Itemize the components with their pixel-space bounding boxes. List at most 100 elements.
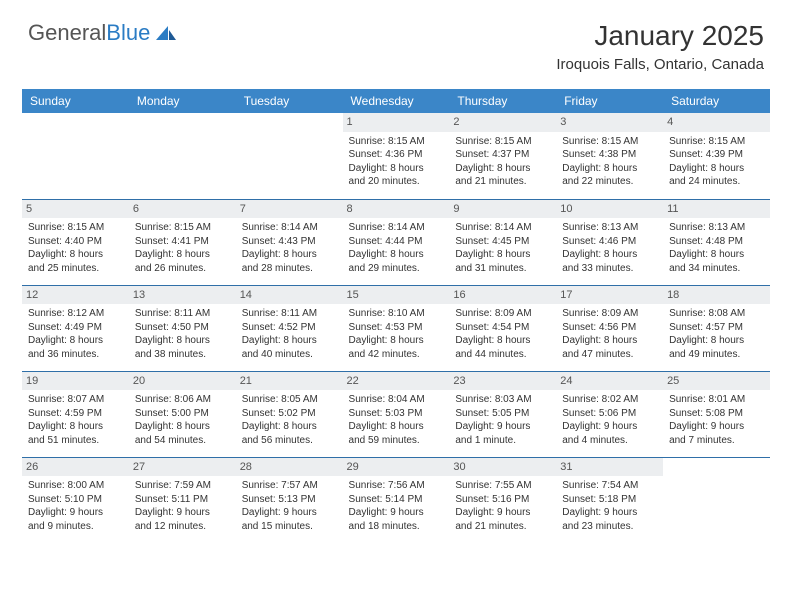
day-header: Sunday xyxy=(22,89,129,113)
calendar-cell: 30Sunrise: 7:55 AMSunset: 5:16 PMDayligh… xyxy=(449,457,556,543)
sunset-text: Sunset: 4:38 PM xyxy=(562,148,657,162)
day-number: 19 xyxy=(22,372,129,391)
header: GeneralBlue January 2025 Iroquois Falls,… xyxy=(0,0,792,81)
daylight-text: Daylight: 8 hours xyxy=(455,248,550,262)
daylight-text: Daylight: 8 hours xyxy=(669,334,764,348)
sunset-text: Sunset: 5:02 PM xyxy=(242,407,337,421)
calendar-cell: 31Sunrise: 7:54 AMSunset: 5:18 PMDayligh… xyxy=(556,457,663,543)
sunset-text: Sunset: 4:50 PM xyxy=(135,321,230,335)
calendar-cell: 17Sunrise: 8:09 AMSunset: 4:56 PMDayligh… xyxy=(556,285,663,371)
day-number: 5 xyxy=(22,200,129,219)
daylight-text: and 29 minutes. xyxy=(349,262,444,276)
calendar-cell xyxy=(663,457,770,543)
calendar-cell: 7Sunrise: 8:14 AMSunset: 4:43 PMDaylight… xyxy=(236,199,343,285)
daylight-text: Daylight: 8 hours xyxy=(349,248,444,262)
calendar-cell: 8Sunrise: 8:14 AMSunset: 4:44 PMDaylight… xyxy=(343,199,450,285)
logo: GeneralBlue xyxy=(28,20,178,46)
calendar-cell: 18Sunrise: 8:08 AMSunset: 4:57 PMDayligh… xyxy=(663,285,770,371)
sunrise-text: Sunrise: 8:15 AM xyxy=(349,135,444,149)
day-number: 14 xyxy=(236,286,343,305)
sunrise-text: Sunrise: 8:15 AM xyxy=(28,221,123,235)
sunset-text: Sunset: 4:43 PM xyxy=(242,235,337,249)
sunset-text: Sunset: 4:36 PM xyxy=(349,148,444,162)
sunset-text: Sunset: 4:53 PM xyxy=(349,321,444,335)
day-number: 25 xyxy=(663,372,770,391)
daylight-text: and 12 minutes. xyxy=(135,520,230,534)
daylight-text: and 51 minutes. xyxy=(28,434,123,448)
daylight-text: Daylight: 8 hours xyxy=(135,334,230,348)
sunset-text: Sunset: 4:52 PM xyxy=(242,321,337,335)
daylight-text: and 20 minutes. xyxy=(349,175,444,189)
day-number: 10 xyxy=(556,200,663,219)
sunset-text: Sunset: 4:46 PM xyxy=(562,235,657,249)
daylight-text: Daylight: 9 hours xyxy=(455,420,550,434)
daylight-text: and 33 minutes. xyxy=(562,262,657,276)
calendar-row: 1Sunrise: 8:15 AMSunset: 4:36 PMDaylight… xyxy=(22,113,770,199)
daylight-text: Daylight: 8 hours xyxy=(349,162,444,176)
calendar-row: 26Sunrise: 8:00 AMSunset: 5:10 PMDayligh… xyxy=(22,457,770,543)
sunrise-text: Sunrise: 8:11 AM xyxy=(135,307,230,321)
sunrise-text: Sunrise: 8:15 AM xyxy=(135,221,230,235)
sunrise-text: Sunrise: 7:54 AM xyxy=(562,479,657,493)
daylight-text: Daylight: 9 hours xyxy=(242,506,337,520)
sunrise-text: Sunrise: 7:55 AM xyxy=(455,479,550,493)
daylight-text: Daylight: 8 hours xyxy=(455,162,550,176)
day-number: 3 xyxy=(556,113,663,132)
daylight-text: and 4 minutes. xyxy=(562,434,657,448)
sunset-text: Sunset: 5:08 PM xyxy=(669,407,764,421)
daylight-text: and 26 minutes. xyxy=(135,262,230,276)
day-number: 13 xyxy=(129,286,236,305)
calendar-cell: 10Sunrise: 8:13 AMSunset: 4:46 PMDayligh… xyxy=(556,199,663,285)
sunset-text: Sunset: 4:40 PM xyxy=(28,235,123,249)
calendar-table: Sunday Monday Tuesday Wednesday Thursday… xyxy=(22,89,770,543)
day-number: 2 xyxy=(449,113,556,132)
daylight-text: and 21 minutes. xyxy=(455,175,550,189)
sunset-text: Sunset: 5:16 PM xyxy=(455,493,550,507)
calendar-cell: 16Sunrise: 8:09 AMSunset: 4:54 PMDayligh… xyxy=(449,285,556,371)
calendar-cell: 4Sunrise: 8:15 AMSunset: 4:39 PMDaylight… xyxy=(663,113,770,199)
day-number: 20 xyxy=(129,372,236,391)
sunset-text: Sunset: 4:54 PM xyxy=(455,321,550,335)
sunrise-text: Sunrise: 8:04 AM xyxy=(349,393,444,407)
day-number: 24 xyxy=(556,372,663,391)
calendar-cell: 22Sunrise: 8:04 AMSunset: 5:03 PMDayligh… xyxy=(343,371,450,457)
calendar-cell: 25Sunrise: 8:01 AMSunset: 5:08 PMDayligh… xyxy=(663,371,770,457)
sunset-text: Sunset: 4:48 PM xyxy=(669,235,764,249)
calendar-cell: 20Sunrise: 8:06 AMSunset: 5:00 PMDayligh… xyxy=(129,371,236,457)
sunrise-text: Sunrise: 8:14 AM xyxy=(242,221,337,235)
title-block: January 2025 Iroquois Falls, Ontario, Ca… xyxy=(556,20,764,73)
calendar-cell: 19Sunrise: 8:07 AMSunset: 4:59 PMDayligh… xyxy=(22,371,129,457)
daylight-text: Daylight: 8 hours xyxy=(669,248,764,262)
daylight-text: Daylight: 9 hours xyxy=(562,420,657,434)
daylight-text: and 34 minutes. xyxy=(669,262,764,276)
daylight-text: Daylight: 8 hours xyxy=(242,420,337,434)
sunrise-text: Sunrise: 8:13 AM xyxy=(562,221,657,235)
daylight-text: and 40 minutes. xyxy=(242,348,337,362)
daylight-text: Daylight: 9 hours xyxy=(349,506,444,520)
sunset-text: Sunset: 5:13 PM xyxy=(242,493,337,507)
daylight-text: and 28 minutes. xyxy=(242,262,337,276)
logo-sail-icon xyxy=(154,24,178,42)
calendar-cell: 21Sunrise: 8:05 AMSunset: 5:02 PMDayligh… xyxy=(236,371,343,457)
calendar-cell: 1Sunrise: 8:15 AMSunset: 4:36 PMDaylight… xyxy=(343,113,450,199)
calendar-cell: 5Sunrise: 8:15 AMSunset: 4:40 PMDaylight… xyxy=(22,199,129,285)
daylight-text: Daylight: 8 hours xyxy=(242,334,337,348)
day-number: 7 xyxy=(236,200,343,219)
daylight-text: and 23 minutes. xyxy=(562,520,657,534)
daylight-text: and 24 minutes. xyxy=(669,175,764,189)
daylight-text: and 44 minutes. xyxy=(455,348,550,362)
daylight-text: Daylight: 8 hours xyxy=(135,420,230,434)
day-header: Friday xyxy=(556,89,663,113)
calendar-cell: 24Sunrise: 8:02 AMSunset: 5:06 PMDayligh… xyxy=(556,371,663,457)
daylight-text: and 9 minutes. xyxy=(28,520,123,534)
calendar-cell: 14Sunrise: 8:11 AMSunset: 4:52 PMDayligh… xyxy=(236,285,343,371)
daylight-text: Daylight: 9 hours xyxy=(28,506,123,520)
sunset-text: Sunset: 5:14 PM xyxy=(349,493,444,507)
sunset-text: Sunset: 4:56 PM xyxy=(562,321,657,335)
sunset-text: Sunset: 4:39 PM xyxy=(669,148,764,162)
calendar-row: 5Sunrise: 8:15 AMSunset: 4:40 PMDaylight… xyxy=(22,199,770,285)
sunset-text: Sunset: 5:10 PM xyxy=(28,493,123,507)
daylight-text: Daylight: 8 hours xyxy=(562,334,657,348)
location: Iroquois Falls, Ontario, Canada xyxy=(556,56,764,73)
sunset-text: Sunset: 4:59 PM xyxy=(28,407,123,421)
